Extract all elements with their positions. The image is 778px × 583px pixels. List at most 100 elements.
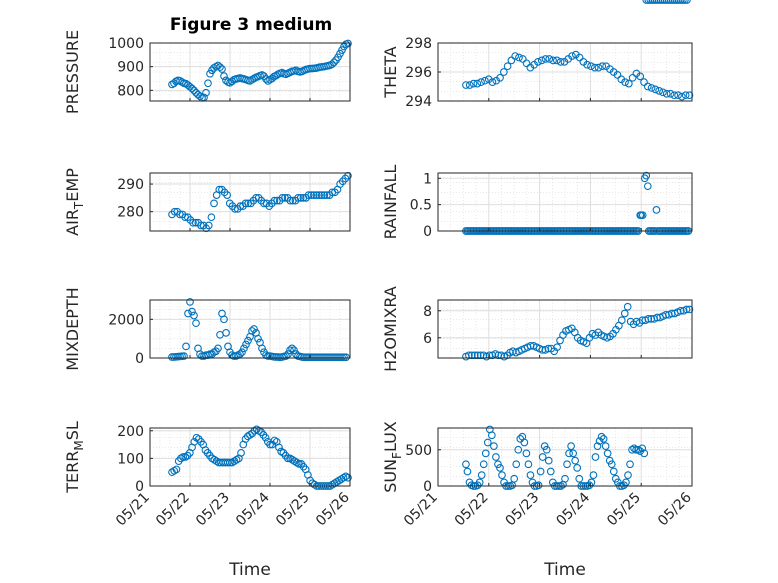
data-point — [595, 437, 604, 445]
data-point — [214, 344, 222, 353]
data-point — [536, 467, 545, 476]
data-point — [196, 92, 204, 101]
data-point — [188, 307, 196, 316]
data-point — [542, 445, 551, 454]
data-point — [563, 460, 571, 469]
data-point — [248, 75, 256, 84]
data-point — [266, 440, 274, 449]
data-point — [246, 77, 254, 85]
data-point — [510, 474, 519, 483]
x-tick-label: 05/21 — [113, 490, 153, 530]
y-tick-label: 0 — [135, 351, 144, 367]
data-point — [330, 353, 338, 362]
data-point — [549, 56, 557, 65]
data-point — [640, 78, 648, 86]
data-point — [306, 64, 314, 73]
data-point — [189, 218, 197, 227]
axes-box — [437, 299, 693, 359]
y-tick-label: 298 — [405, 36, 432, 52]
data-point — [568, 52, 576, 60]
data-point — [609, 467, 618, 476]
y-tick-label: 290 — [117, 177, 144, 193]
y-tick-label: 294 — [405, 94, 432, 110]
data-point — [488, 78, 497, 86]
data-point — [216, 63, 224, 71]
data-point — [628, 73, 637, 82]
data-point — [601, 442, 610, 450]
y-axis-label: PRESSURE — [63, 30, 82, 114]
data-point — [620, 309, 629, 318]
data-point — [462, 81, 470, 89]
data-point — [624, 79, 633, 88]
data-point — [636, 72, 645, 81]
data-point — [598, 62, 607, 71]
data-point — [272, 71, 280, 80]
y-axis-label: MIXDEPTH — [63, 287, 82, 370]
data-point — [583, 60, 592, 69]
data-point — [593, 442, 602, 450]
y-tick-label: 500 — [405, 443, 432, 459]
data-point — [190, 86, 198, 95]
x-tick-label: 05/23 — [503, 490, 543, 530]
data-point — [286, 196, 295, 205]
data-point — [538, 453, 547, 461]
data-point — [483, 438, 492, 447]
axes-box — [149, 299, 351, 359]
data-point — [306, 353, 314, 362]
data-point — [607, 460, 616, 469]
data-point — [655, 86, 664, 95]
data-point — [296, 194, 305, 202]
data-point — [290, 346, 298, 355]
data-point — [322, 353, 330, 362]
data-point — [646, 0, 655, 4]
data-point — [316, 353, 324, 362]
data-point — [250, 74, 258, 83]
data-point — [481, 449, 490, 458]
data-point — [630, 444, 638, 453]
data-point — [638, 444, 647, 453]
data-point — [240, 344, 248, 353]
data-point — [556, 57, 565, 66]
data-point — [314, 353, 322, 362]
data-point — [223, 191, 232, 199]
data-point — [469, 79, 478, 88]
data-point — [473, 79, 482, 88]
data-point — [553, 56, 561, 65]
data-point — [672, 0, 681, 4]
y-tick-label: 0.5 — [410, 198, 432, 214]
data-point — [258, 344, 266, 353]
data-point — [254, 334, 262, 343]
data-point — [545, 55, 554, 63]
data-point — [575, 474, 584, 483]
data-point — [188, 84, 196, 93]
data-point — [674, 0, 683, 4]
data-point — [270, 196, 279, 205]
data-point — [676, 0, 685, 4]
data-point — [492, 453, 500, 461]
y-tick-label: 1000 — [108, 36, 144, 52]
data-point — [490, 442, 498, 450]
x-tick-label: 05/24 — [233, 489, 273, 529]
data-point — [685, 305, 694, 314]
data-point — [647, 84, 656, 92]
data-point — [236, 350, 244, 358]
data-point — [172, 465, 181, 474]
data-point — [168, 353, 176, 361]
x-tick-label: 05/24 — [553, 489, 593, 529]
y-tick-label: 900 — [117, 60, 144, 76]
data-point — [522, 59, 531, 68]
data-point — [594, 63, 603, 72]
data-point — [192, 319, 200, 328]
data-point — [304, 353, 312, 362]
data-point — [666, 0, 675, 4]
data-point — [660, 0, 669, 4]
data-point — [473, 351, 482, 360]
y-axis-label: AIRTEMP — [63, 168, 86, 236]
y-tick-label: 8 — [423, 304, 432, 320]
data-point — [470, 351, 479, 360]
data-point — [318, 353, 326, 362]
data-point — [573, 464, 582, 472]
data-point — [328, 353, 336, 362]
data-point — [250, 325, 258, 333]
data-point — [544, 456, 553, 465]
